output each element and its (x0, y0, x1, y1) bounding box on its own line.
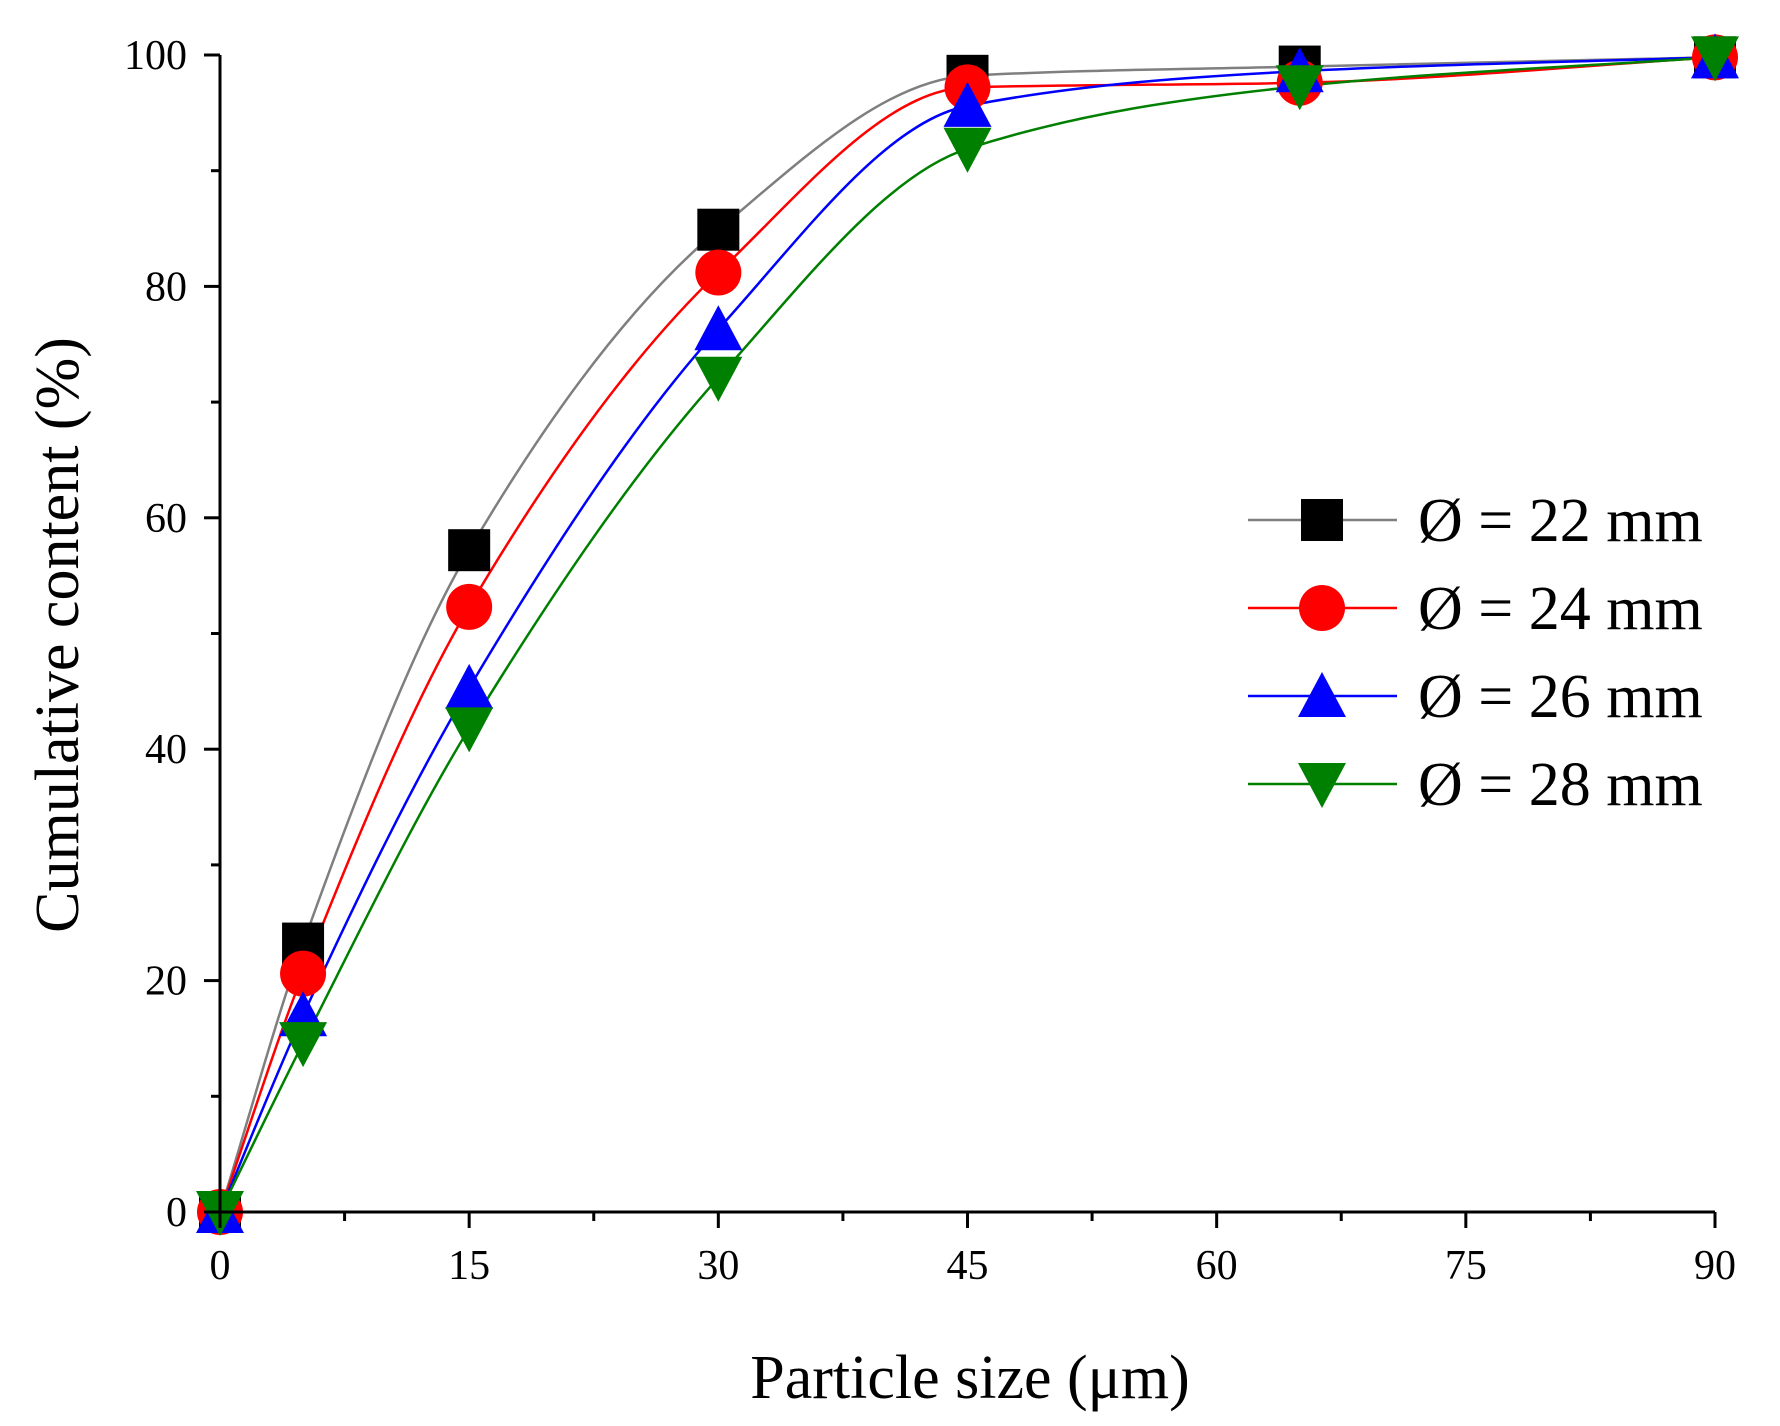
x-tick-label: 45 (947, 1243, 989, 1289)
x-tick-label: 60 (1196, 1243, 1238, 1289)
x-axis-title: Particle size (μm) (750, 1344, 1190, 1412)
legend-label-3: Ø = 26 mm (1418, 663, 1703, 731)
data-point-series-4 (279, 1022, 328, 1068)
axes-layer: 0 15 30 45 60 75 90 0 20 40 60 80 100 (124, 33, 1736, 1289)
y-tick-label: 0 (166, 1190, 187, 1236)
data-point-series-4 (1691, 36, 1739, 82)
y-axis-title: Cumulative content (%) (24, 337, 92, 933)
data-point-series-4 (1275, 65, 1324, 111)
y-tick-label: 60 (145, 496, 187, 542)
x-tick-label: 90 (1694, 1243, 1736, 1289)
data-point-series-4 (943, 127, 992, 173)
x-tick-label: 75 (1445, 1243, 1487, 1289)
data-point-series-1 (697, 208, 740, 251)
data-point-series-1 (448, 529, 491, 572)
x-tick-label: 30 (697, 1243, 739, 1289)
x-tick-label: 15 (448, 1243, 490, 1289)
data-point-series-4 (445, 707, 494, 753)
data-point-series-4 (694, 356, 743, 402)
y-tick-label: 40 (145, 727, 187, 773)
legend-marker-2 (1299, 585, 1345, 631)
legend: Ø = 22 mm Ø = 24 mm Ø = 26 mm Ø = 28 mm (1248, 487, 1703, 819)
data-point-series-3 (694, 305, 743, 351)
y-tick-label: 80 (145, 264, 187, 310)
data-point-series-2 (695, 249, 742, 296)
legend-label-2: Ø = 24 mm (1418, 575, 1703, 643)
data-point-series-3 (943, 81, 992, 127)
x-tick-label: 0 (210, 1243, 231, 1289)
legend-marker-4 (1298, 763, 1346, 808)
legend-marker-1 (1301, 499, 1343, 541)
y-tick-label: 20 (145, 959, 187, 1005)
data-point-series-2 (280, 950, 327, 997)
data-point-series-3 (445, 663, 494, 709)
legend-label-1: Ø = 22 mm (1418, 487, 1703, 555)
legend-label-4: Ø = 28 mm (1418, 751, 1703, 819)
y-tick-label: 100 (124, 33, 187, 79)
legend-marker-3 (1298, 672, 1346, 717)
series-line-4 (218, 56, 1716, 1213)
data-point-series-2 (446, 583, 493, 630)
